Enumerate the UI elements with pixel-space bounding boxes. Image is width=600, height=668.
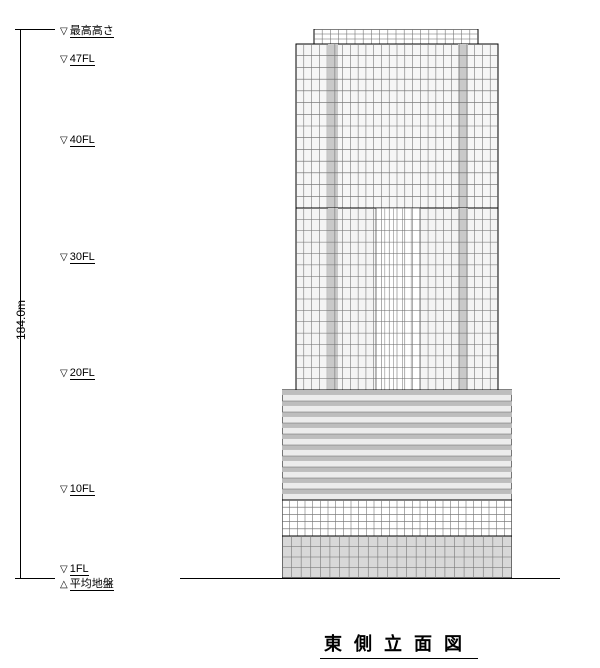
floor-marker: △平均地盤 <box>60 575 114 591</box>
height-dim-label: 184.0m <box>14 300 28 340</box>
height-dim-bar-top <box>15 29 55 30</box>
floor-marker: ▽10FL <box>60 483 95 495</box>
floor-marker: ▽20FL <box>60 367 95 379</box>
floor-marker: ▽40FL <box>60 134 95 146</box>
floor-marker: ▽1FL <box>60 563 89 575</box>
drawing-title: 東側立面図 <box>320 630 478 659</box>
height-dim-bar-bot <box>15 578 55 579</box>
ground-line <box>180 578 560 579</box>
floor-marker: ▽30FL <box>60 251 95 263</box>
floor-marker: ▽47FL <box>60 53 95 65</box>
floor-marker: ▽最高高さ <box>60 22 114 38</box>
building-elevation <box>282 29 512 578</box>
elevation-drawing: 184.0m ▽最高高さ ▽47FL ▽40FL ▽30FL ▽20FL ▽10FL ▽1F… <box>0 0 600 668</box>
